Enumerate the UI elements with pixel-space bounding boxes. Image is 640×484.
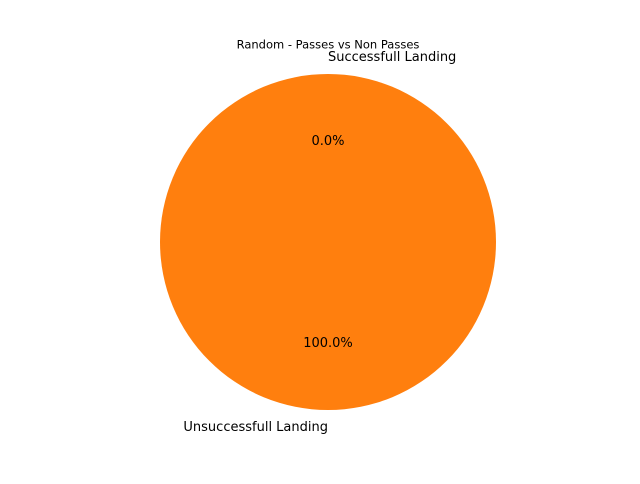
- chart-title: Random - Passes vs Non Passes: [237, 38, 420, 52]
- slice-label-successfull-landing: Successfull Landing: [328, 50, 456, 65]
- pie-slice-unsuccessfull-landing: [160, 74, 496, 410]
- slice-percent-successfull-landing: 0.0%: [311, 134, 344, 149]
- slice-percent-unsuccessfull-landing: 100.0%: [303, 336, 353, 351]
- pie-labels: Successfull Landing 0.0% Unsuccessfull Lan…: [183, 50, 456, 435]
- pie-slices: [160, 74, 496, 410]
- slice-label-unsuccessfull-landing: Unsuccessfull Landing: [183, 420, 328, 435]
